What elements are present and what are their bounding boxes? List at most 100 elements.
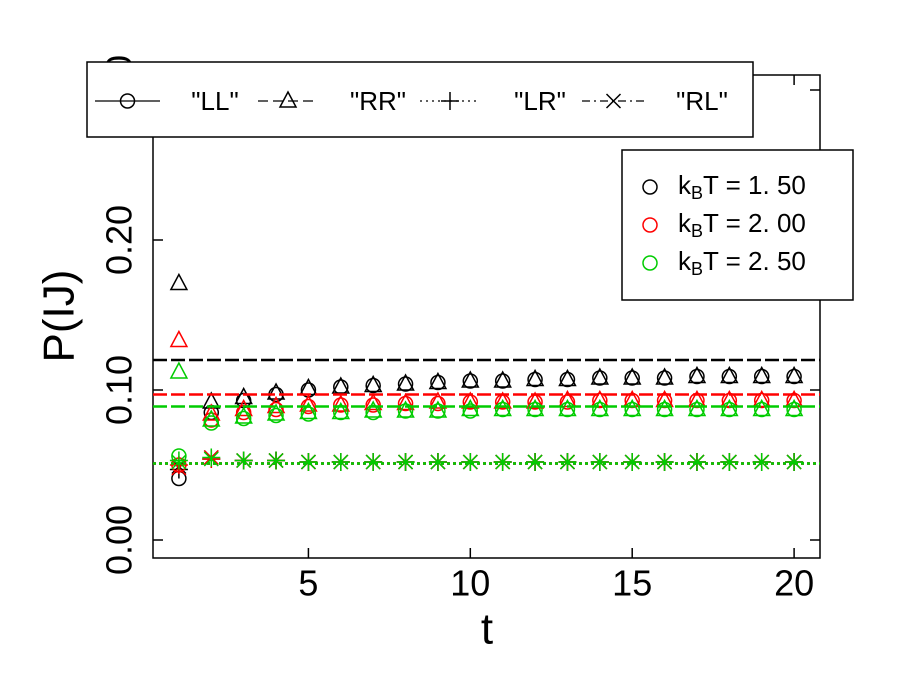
x-tick-label: 15 [612, 563, 652, 604]
legend-label: "LL" [191, 86, 238, 116]
marker-circle [559, 401, 576, 418]
marker-plus [169, 451, 188, 470]
marker-circle [397, 395, 414, 412]
marker-triangle [493, 370, 512, 388]
marker-cross [786, 454, 802, 470]
marker-circle [462, 373, 479, 389]
marker-circle [592, 401, 608, 418]
marker-triangle [299, 394, 318, 412]
marker-circle [430, 374, 446, 391]
marker-triangle [331, 376, 351, 394]
marker-cross [689, 454, 705, 470]
marker-triangle [590, 389, 610, 408]
marker-cross [721, 454, 737, 470]
marker-circle [592, 392, 608, 409]
marker-circle [624, 401, 640, 418]
marker-cross [430, 454, 446, 470]
marker-triangle [428, 371, 448, 390]
marker-circle [786, 368, 802, 385]
marker-triangle [331, 401, 351, 420]
marker-triangle [396, 373, 415, 391]
marker-cross [527, 454, 543, 470]
legend-label: "RL" [676, 86, 728, 116]
legend-text: T = 2. 50 [703, 246, 806, 276]
marker-triangle [720, 398, 739, 417]
marker-circle [235, 410, 252, 427]
marker-circle [656, 370, 673, 386]
legend-marker [642, 179, 658, 195]
legend-marker [642, 255, 658, 271]
marker-cross [592, 454, 608, 470]
marker-triangle [266, 403, 286, 421]
x-tick-label: 5 [298, 563, 318, 604]
marker-cross [365, 454, 381, 470]
marker-triangle [752, 365, 771, 384]
marker-triangle [687, 365, 707, 384]
marker-triangle [234, 398, 253, 417]
y-tick-label: 0.10 [99, 355, 140, 425]
y-axis-label: P(IJ) [35, 270, 84, 363]
legend-label: kBT = 2. 50 [678, 246, 806, 279]
legend-label: kBT = 2. 00 [678, 208, 806, 241]
marker-circle [753, 368, 770, 385]
marker-circle [494, 401, 511, 418]
marker-triangle [202, 409, 221, 427]
legend-box [86, 61, 754, 138]
legend-text: T = 1. 50 [703, 170, 806, 200]
marker-circle [365, 397, 381, 413]
marker-circle [365, 404, 381, 421]
marker-triangle [202, 403, 221, 421]
marker-circle [365, 377, 381, 394]
legend-subscript: B [691, 183, 703, 203]
marker-triangle [752, 398, 771, 417]
marker-triangle [428, 400, 448, 418]
legend-box [621, 149, 854, 301]
marker-circle [786, 401, 802, 418]
marker-triangle [234, 406, 253, 424]
marker-circle [430, 403, 446, 419]
legend-label: "LR" [514, 86, 566, 116]
marker-circle [268, 407, 284, 424]
marker-triangle [299, 401, 318, 420]
marker-cross [171, 454, 187, 470]
marker-circle [300, 406, 317, 422]
marker-circle [721, 368, 738, 385]
marker-triangle [784, 398, 804, 417]
marker-triangle [461, 370, 480, 388]
marker-triangle [396, 400, 415, 418]
legend-label: "RR" [350, 86, 406, 116]
marker-circle [656, 401, 673, 418]
marker-cross [333, 454, 349, 470]
marker-cross [624, 454, 640, 470]
marker-circle [753, 401, 770, 418]
marker-circle [689, 401, 705, 418]
marker-cross [559, 454, 575, 470]
marker-triangle [752, 389, 771, 408]
marker-circle [494, 394, 511, 410]
marker-cross [398, 454, 414, 470]
marker-circle [397, 376, 414, 392]
marker-circle [527, 371, 543, 388]
marker-circle [559, 394, 576, 410]
marker-circle [753, 392, 770, 409]
marker-circle [119, 93, 136, 109]
marker-circle [462, 394, 479, 410]
marker-triangle [266, 395, 286, 414]
marker-circle [397, 403, 414, 419]
marker-circle [527, 401, 543, 418]
marker-triangle [331, 394, 351, 412]
marker-plus [202, 448, 221, 467]
plot-data [153, 272, 820, 487]
marker-triangle [720, 365, 739, 384]
x-axis-label: t [481, 605, 493, 654]
marker-triangle [525, 391, 545, 409]
marker-cross [236, 452, 252, 469]
marker-triangle [525, 398, 545, 417]
marker-circle [527, 394, 543, 410]
marker-circle [430, 395, 446, 412]
legend-symbol: k [678, 208, 692, 238]
legend-subscript: B [691, 259, 703, 279]
marker-circle [333, 397, 349, 413]
marker-cross [605, 93, 622, 109]
